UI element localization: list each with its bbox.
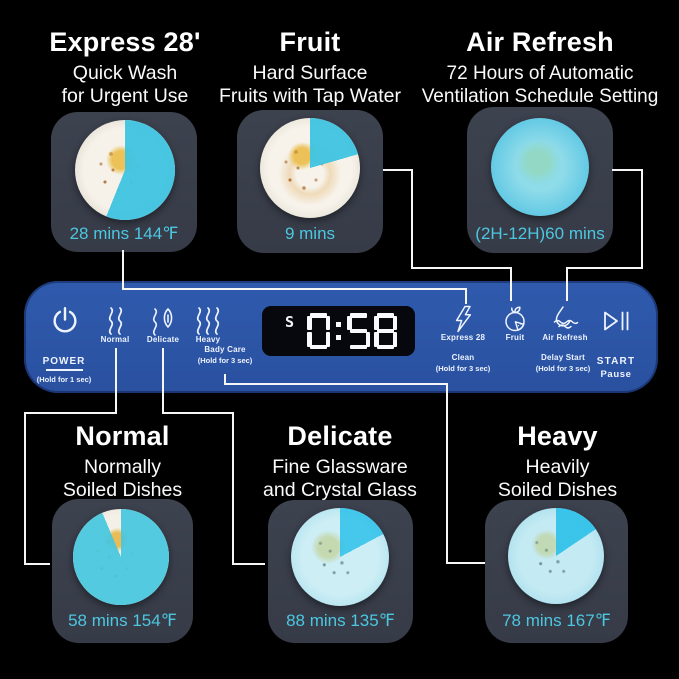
normal-waves-icon[interactable] (104, 306, 126, 336)
connector-line (224, 383, 448, 385)
pause-label: Pause (600, 369, 632, 380)
callout-subtitle: Fine Glassware (272, 456, 408, 478)
delay-start-label: Delay Start (541, 353, 585, 362)
stat-heavy: 78 mins 167℉ (502, 611, 611, 630)
stat-normal: 58 mins 154℉ (68, 611, 177, 630)
start-pause-icon[interactable] (599, 308, 632, 334)
plate-image-normal (73, 509, 169, 605)
connector-line (446, 562, 485, 564)
callout-subtitle: Heavily (525, 456, 590, 478)
timer-display: S (262, 306, 415, 356)
connector-line (24, 412, 117, 414)
connector-line (566, 267, 643, 269)
control-panel: POWER (Hold for 1 sec) Normal Delicate (24, 281, 658, 393)
fruit-label: Fruit (505, 333, 525, 342)
power-underline (46, 369, 83, 371)
callout-subtitle: Fruits with Tap Water (218, 84, 402, 107)
connector-line (162, 412, 234, 414)
display-indicator: S (285, 313, 295, 331)
connector-line (612, 169, 643, 171)
plate-image-express (75, 120, 175, 220)
connector-line (566, 267, 568, 301)
connector-line (232, 563, 265, 565)
normal-mode-label: Normal (100, 335, 130, 344)
callout-title: Normal (75, 421, 170, 451)
connector-line (24, 412, 26, 565)
stat-express: 28 mins 144℉ (69, 224, 179, 243)
connector-line (510, 267, 512, 301)
callout-title: Fruit (279, 27, 341, 57)
power-label: POWER (42, 356, 86, 367)
delicate-mode-label: Delicate (146, 335, 180, 344)
callout-normal: Normal Normally Soiled Dishes (30, 421, 215, 501)
connector-line (465, 288, 467, 304)
connector-line (411, 169, 413, 269)
connector-line (115, 348, 117, 414)
connector-line (446, 383, 448, 564)
air-refresh-drop-icon[interactable] (551, 305, 581, 334)
plate-image-air-refresh (491, 118, 589, 216)
baby-care-label: Bady Care (204, 345, 246, 354)
express-28-label: Express 28 (440, 333, 486, 342)
connector-line (24, 563, 50, 565)
callout-heavy: Heavy Heavily Soiled Dishes (465, 421, 650, 501)
fruit-icon[interactable] (502, 305, 529, 333)
baby-care-hold-note: (Hold for 3 sec) (197, 356, 253, 365)
connector-line (641, 169, 643, 269)
plate-image-heavy (508, 508, 604, 604)
lightning-icon[interactable] (452, 305, 474, 333)
plate-image-delicate (291, 508, 389, 606)
callout-subtitle: Hard Surface (252, 62, 368, 84)
callout-title: Delicate (287, 421, 393, 451)
connector-line (232, 412, 234, 565)
plate-image-fruit (260, 118, 360, 218)
connector-line (411, 267, 512, 269)
connector-line (162, 348, 164, 414)
callout-title: Air Refresh (466, 27, 614, 57)
air-refresh-label: Air Refresh (542, 333, 588, 342)
heavy-mode-label: Heavy (195, 335, 221, 344)
callout-fruit: Fruit Hard Surface Fruits with Tap Water (200, 27, 420, 107)
callout-air-refresh: Air Refresh 72 Hours of Automatic Ventil… (406, 27, 674, 107)
delay-start-hold-note: (Hold for 3 sec) (535, 364, 591, 373)
callout-express: Express 28' Quick Wash for Urgent Use (25, 27, 225, 107)
power-icon[interactable] (48, 304, 82, 338)
callout-title: Heavy (517, 421, 598, 451)
connector-line (224, 374, 226, 385)
callout-subtitle: Soiled Dishes (62, 478, 183, 501)
connector-line (122, 288, 467, 290)
stat-delicate: 88 mins 135℉ (286, 611, 395, 630)
heavy-waves-icon[interactable] (194, 306, 222, 336)
clean-label: Clean (451, 353, 475, 362)
connector-line (383, 169, 413, 171)
connector-line (122, 250, 124, 290)
callout-subtitle: Quick Wash (72, 62, 178, 84)
callout-subtitle: for Urgent Use (61, 84, 189, 107)
delicate-leaf-icon[interactable] (150, 306, 177, 336)
callout-subtitle: Normally (84, 456, 161, 478)
callout-delicate: Delicate Fine Glassware and Crystal Glas… (245, 421, 435, 501)
callout-title: Express 28' (49, 27, 201, 57)
callout-subtitle: Ventilation Schedule Setting (421, 85, 659, 107)
callout-subtitle: and Crystal Glass (263, 478, 417, 501)
seven-segment-time (307, 313, 397, 349)
callout-subtitle: Soiled Dishes (497, 478, 618, 501)
power-hold-note: (Hold for 1 sec) (36, 375, 92, 384)
stat-fruit: 9 mins (284, 224, 336, 243)
clean-hold-note: (Hold for 3 sec) (435, 364, 491, 373)
start-label: START (596, 356, 636, 367)
stat-air-refresh: (2H-12H)60 mins (475, 224, 605, 243)
callout-subtitle: 72 Hours of Automatic (446, 63, 634, 84)
